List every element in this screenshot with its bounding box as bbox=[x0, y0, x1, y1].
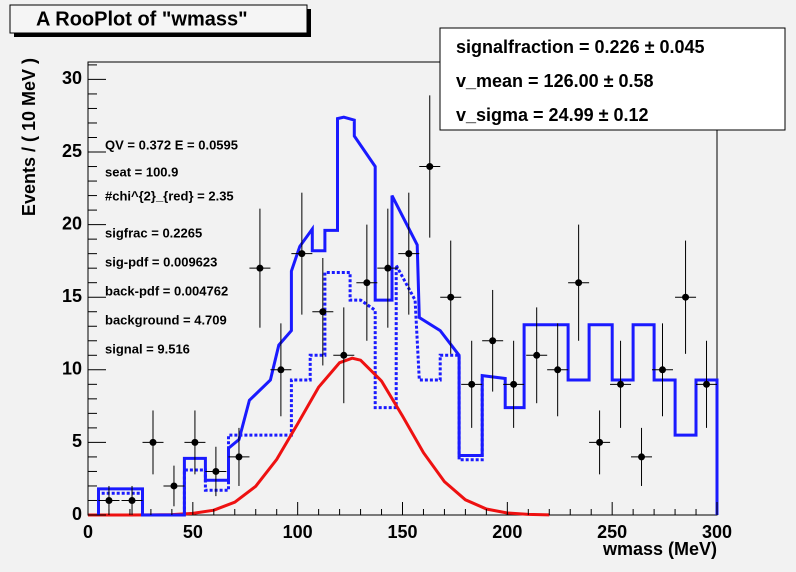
curve bbox=[97, 264, 484, 517]
annotation: seat = 100.9 bbox=[105, 164, 178, 179]
data-point bbox=[682, 293, 690, 301]
x-axis-label: wmass (MeV) bbox=[602, 539, 717, 559]
y-tick-label: 5 bbox=[72, 431, 82, 451]
data-point bbox=[170, 482, 178, 490]
data-point bbox=[363, 279, 371, 287]
annotation: sig-pdf = 0.009623 bbox=[105, 254, 217, 269]
data-point bbox=[340, 351, 348, 359]
stats-line: v_mean = 126.00 ± 0.58 bbox=[456, 71, 654, 91]
data-point bbox=[277, 366, 285, 374]
data-point bbox=[447, 293, 455, 301]
data-point bbox=[405, 250, 413, 258]
y-tick-label: 30 bbox=[62, 68, 82, 88]
annotation: background = 4.709 bbox=[105, 312, 227, 327]
x-tick-label: 150 bbox=[387, 522, 417, 542]
stats-line: signalfraction = 0.226 ± 0.045 bbox=[456, 37, 705, 57]
data-point bbox=[638, 453, 646, 461]
plot-frame bbox=[87, 61, 718, 516]
y-tick-label: 10 bbox=[62, 359, 82, 379]
title-box bbox=[9, 4, 308, 34]
data-point bbox=[426, 163, 434, 171]
data-point bbox=[510, 380, 518, 388]
data-point bbox=[256, 264, 264, 272]
stats-line: v_sigma = 24.99 ± 0.12 bbox=[456, 105, 649, 125]
y-axis-label: Events / ( 10 MeV ) bbox=[19, 58, 39, 216]
data-point bbox=[596, 438, 604, 446]
x-tick-label: 50 bbox=[183, 522, 203, 542]
data-point bbox=[319, 308, 327, 316]
data-point bbox=[575, 279, 583, 287]
data-point bbox=[468, 380, 476, 388]
chart-title: A RooPlot of "wmass" bbox=[36, 8, 248, 30]
annotation: back-pdf = 0.004762 bbox=[105, 283, 228, 298]
annotation: sigfrac = 0.2265 bbox=[105, 225, 202, 240]
data-point bbox=[384, 264, 392, 272]
x-tick-label: 250 bbox=[597, 522, 627, 542]
data-point bbox=[489, 337, 497, 345]
annotation: QV = 0.372 E = 0.0595 bbox=[105, 137, 238, 152]
data-point bbox=[658, 366, 666, 374]
y-tick-label: 0 bbox=[72, 504, 82, 524]
annotation: signal = 9.516 bbox=[105, 341, 190, 356]
data-point bbox=[191, 438, 199, 446]
y-tick-label: 15 bbox=[62, 286, 82, 306]
data-point bbox=[212, 467, 220, 475]
data-point bbox=[617, 380, 625, 388]
y-tick-label: 25 bbox=[62, 141, 82, 161]
data-point bbox=[298, 250, 306, 258]
data-point bbox=[703, 380, 711, 388]
data-point bbox=[105, 496, 113, 504]
x-tick-label: 200 bbox=[492, 522, 522, 542]
stats-box bbox=[439, 27, 786, 131]
curve bbox=[97, 115, 719, 517]
data-point bbox=[128, 496, 136, 504]
x-tick-label: 300 bbox=[702, 522, 732, 542]
data-point bbox=[235, 453, 243, 461]
data-point bbox=[149, 438, 157, 446]
annotation: #chi^{2}_{red} = 2.35 bbox=[105, 188, 234, 203]
x-tick-label: 100 bbox=[283, 522, 313, 542]
data-point bbox=[533, 351, 541, 359]
y-tick-label: 20 bbox=[62, 213, 82, 233]
data-point bbox=[554, 366, 562, 374]
x-tick-label: 0 bbox=[83, 522, 93, 542]
